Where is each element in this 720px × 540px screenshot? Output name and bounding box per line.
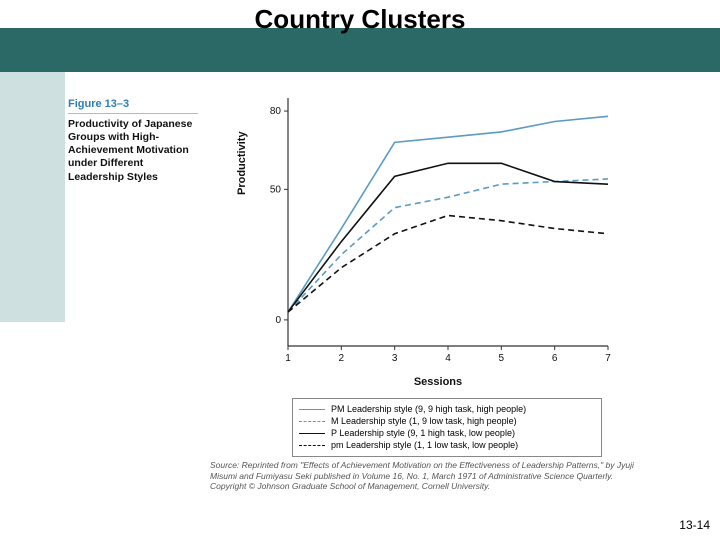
svg-text:3: 3 [392, 353, 398, 364]
legend-label: pm Leadership style (1, 1 low task, low … [331, 439, 518, 451]
figure-divider [68, 113, 198, 114]
figure-caption: Productivity of Japanese Groups with Hig… [68, 118, 198, 184]
svg-text:4: 4 [445, 353, 451, 364]
legend-label: M Leadership style (1, 9 low task, high … [331, 415, 517, 427]
svg-text:80: 80 [270, 106, 282, 117]
legend-label: P Leadership style (9, 1 high task, low … [331, 427, 515, 439]
legend-swatch [299, 421, 325, 422]
svg-text:7: 7 [605, 353, 611, 364]
figure-label: Figure 13–3 Productivity of Japanese Gro… [68, 98, 198, 184]
legend-row: PM Leadership style (9, 9 high task, hig… [299, 403, 595, 415]
svg-text:6: 6 [552, 353, 558, 364]
svg-text:50: 50 [270, 184, 282, 195]
chart-legend: PM Leadership style (9, 9 high task, hig… [292, 398, 602, 457]
legend-row: M Leadership style (1, 9 low task, high … [299, 415, 595, 427]
legend-swatch [299, 445, 325, 446]
x-axis-label: Sessions [258, 376, 618, 388]
slide: Country Clusters Figure 13–3 Productivit… [0, 0, 720, 540]
slide-title: Country Clusters [0, 4, 720, 35]
page-number: 13-14 [679, 518, 710, 532]
legend-row: P Leadership style (9, 1 high task, low … [299, 427, 595, 439]
svg-text:2: 2 [339, 353, 345, 364]
svg-text:5: 5 [499, 353, 505, 364]
sidebar-accent [0, 72, 65, 322]
svg-text:0: 0 [275, 315, 281, 326]
y-axis-label: Productivity [236, 131, 248, 195]
source-citation: Source: Reprinted from "Effects of Achie… [210, 460, 640, 492]
legend-row: pm Leadership style (1, 1 low task, low … [299, 439, 595, 451]
line-chart: 0 50 80 1 2 3 4 5 6 7 [258, 90, 618, 370]
legend-label: PM Leadership style (9, 9 high task, hig… [331, 403, 526, 415]
figure-number: Figure 13–3 [68, 98, 198, 110]
legend-swatch [299, 409, 325, 410]
legend-swatch [299, 433, 325, 434]
svg-text:1: 1 [285, 353, 291, 364]
